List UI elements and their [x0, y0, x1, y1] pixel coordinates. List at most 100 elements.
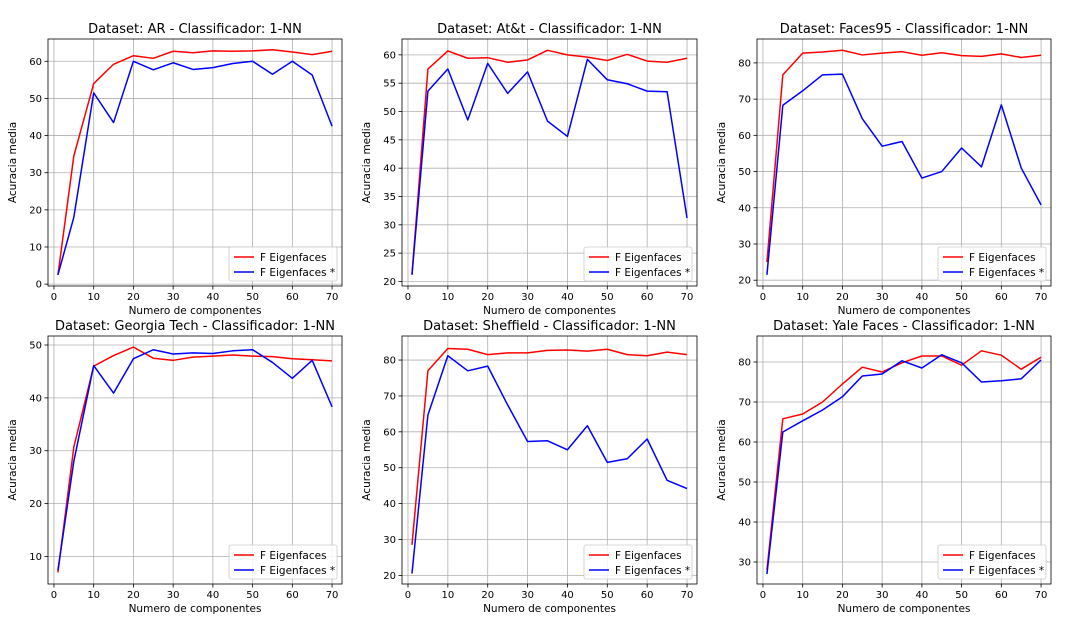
axes-frame [401, 335, 698, 585]
legend-box [583, 246, 693, 282]
chart-panel-1: 0 10 20 30 40 50 60 70 0 10 20 30 40 50 60 Dataset: AR … [7, 22, 343, 317]
x-axis-label: Numero de componentes [483, 305, 616, 317]
y-tick-label: 50 [383, 463, 396, 474]
y-axis-label: Acuracia media [7, 122, 19, 203]
x-tick-label: 70 [326, 590, 339, 601]
x-tick-label: 0 [405, 590, 411, 601]
y-axis-label: Acuracia media [361, 122, 373, 203]
y-axis-label: Acuracia media [716, 122, 728, 203]
y-tick-label: 40 [738, 518, 751, 529]
y-tick-label: 10 [29, 552, 42, 563]
chart-panel-4: 0 10 20 30 40 50 60 70 10 20 30 40 50 Dataset: Georgi… [7, 319, 343, 615]
axes-frame [47, 335, 343, 585]
x-tick-label: 0 [51, 292, 57, 303]
y-tick-label: 60 [383, 427, 396, 438]
legend-label-2: F Eigenfaces * [260, 267, 335, 279]
x-tick-label: 40 [561, 590, 574, 601]
x-axis-label: Numero de componentes [483, 603, 616, 615]
x-tick-label: 0 [51, 590, 57, 601]
y-tick-label: 20 [383, 277, 396, 288]
x-tick-label: 30 [521, 590, 534, 601]
x-tick-label: 70 [326, 292, 339, 303]
y-tick-label: 70 [738, 95, 751, 106]
y-tick-label: 20 [738, 276, 751, 287]
chart-panel-5: 0 10 20 30 40 50 60 70 20 30 40 50 60 70 80 Dataset: Sh… [361, 319, 698, 615]
x-tick-label: 10 [441, 292, 454, 303]
x-tick-label: 30 [521, 292, 534, 303]
x-tick-label: 60 [995, 590, 1008, 601]
y-tick-label: 30 [29, 446, 42, 457]
series-line-1 [57, 346, 333, 573]
series-line-2 [411, 354, 688, 574]
legend-label-1: F Eigenfaces [260, 252, 327, 264]
series-line-2 [766, 73, 1042, 275]
x-tick-label: 60 [641, 292, 654, 303]
legend-box [937, 246, 1047, 282]
y-tick-label: 40 [29, 393, 42, 404]
chart-title: Dataset: Faces95 - Classificador: 1-NN [780, 22, 1028, 37]
series-line-2 [57, 60, 333, 276]
x-tick-label: 10 [796, 590, 809, 601]
x-tick-label: 10 [441, 590, 454, 601]
y-tick-label: 35 [383, 192, 396, 203]
x-tick-label: 40 [916, 292, 929, 303]
x-tick-label: 70 [1035, 292, 1048, 303]
series-line-1 [766, 49, 1042, 263]
y-tick-label: 40 [29, 131, 42, 142]
y-tick-label: 50 [738, 167, 751, 178]
x-tick-label: 10 [796, 292, 809, 303]
legend-label-2: F Eigenfaces * [969, 565, 1044, 577]
axes-frame [401, 38, 698, 287]
y-tick-label: 55 [383, 79, 396, 90]
legend-label-1: F Eigenfaces [969, 550, 1036, 562]
legend-box [583, 544, 693, 580]
y-tick-label: 40 [383, 499, 396, 510]
series-line-1 [766, 350, 1042, 571]
y-tick-label: 60 [383, 50, 396, 61]
legend-label-2: F Eigenfaces * [969, 267, 1044, 279]
y-tick-label: 80 [738, 58, 751, 69]
y-tick-label: 40 [383, 164, 396, 175]
x-tick-label: 60 [995, 292, 1008, 303]
x-axis-label: Numero de componentes [129, 305, 262, 317]
x-tick-label: 40 [207, 590, 220, 601]
y-tick-label: 50 [738, 478, 751, 489]
y-tick-label: 40 [738, 203, 751, 214]
axes-frame [756, 335, 1052, 585]
y-tick-label: 60 [738, 131, 751, 142]
x-tick-label: 50 [246, 590, 259, 601]
y-axis-label: Acuracia media [716, 419, 728, 500]
legend-box [937, 544, 1047, 580]
x-tick-label: 20 [127, 590, 140, 601]
x-tick-label: 30 [876, 292, 889, 303]
x-tick-label: 0 [760, 292, 766, 303]
x-tick-label: 60 [641, 590, 654, 601]
legend-label-1: F Eigenfaces [615, 550, 682, 562]
x-tick-label: 30 [876, 590, 889, 601]
chart-panel-2: 0 10 20 30 40 50 60 70 20 25 30 35 40 45 50 55 60 Dataset… [361, 22, 698, 317]
y-tick-label: 50 [29, 94, 42, 105]
legend-label-1: F Eigenfaces [969, 252, 1036, 264]
x-tick-label: 30 [167, 590, 180, 601]
legend: F Eigenfaces F Eigenfaces * [228, 246, 338, 282]
x-tick-label: 70 [681, 292, 694, 303]
x-tick-label: 40 [916, 590, 929, 601]
x-tick-label: 50 [601, 292, 614, 303]
series-line-1 [411, 347, 688, 545]
legend: F Eigenfaces F Eigenfaces * [228, 544, 338, 580]
y-tick-label: 10 [29, 243, 42, 254]
legend: F Eigenfaces F Eigenfaces * [583, 544, 693, 580]
y-tick-label: 30 [29, 168, 42, 179]
y-tick-label: 50 [383, 107, 396, 118]
legend-label-1: F Eigenfaces [260, 550, 327, 562]
chart-title: Dataset: Sheffield - Classificador: 1-NN [423, 319, 676, 334]
x-tick-label: 0 [760, 590, 766, 601]
axes-frame [47, 38, 343, 287]
y-tick-label: 50 [29, 340, 42, 351]
x-tick-label: 20 [481, 590, 494, 601]
x-tick-label: 70 [681, 590, 694, 601]
axes-frame [756, 38, 1052, 287]
legend-label-1: F Eigenfaces [615, 252, 682, 264]
y-tick-label: 20 [29, 205, 42, 216]
